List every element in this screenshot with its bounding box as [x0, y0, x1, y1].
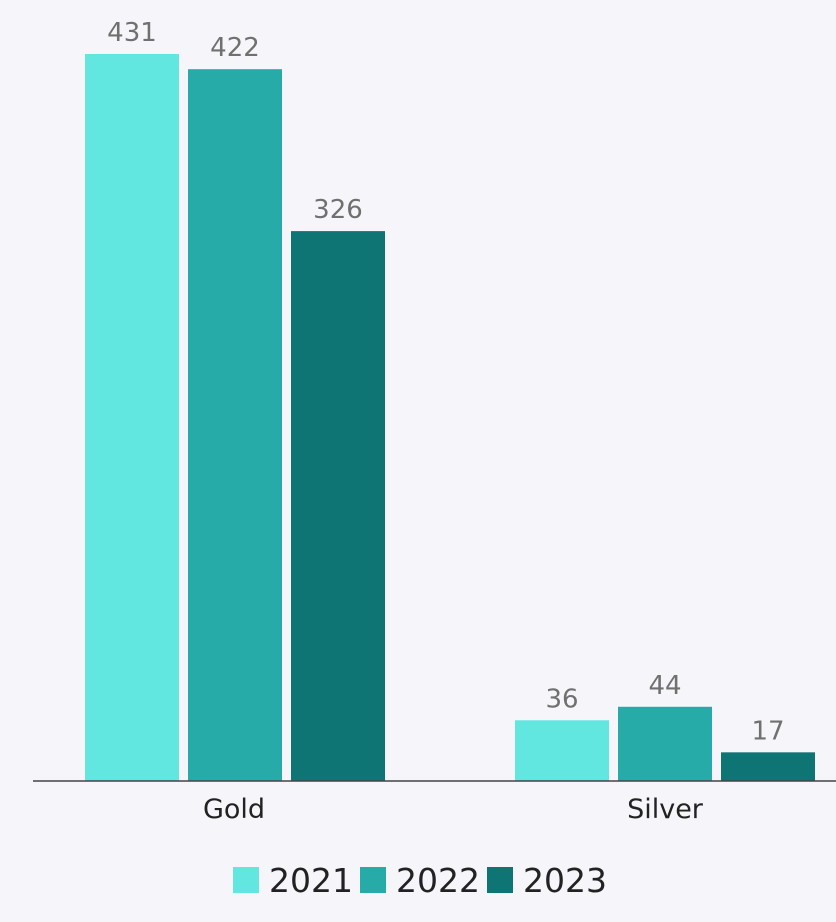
- category-label-silver: Silver: [627, 794, 704, 825]
- value-label-gold-2022: 422: [210, 33, 260, 63]
- bar-gold-2023: [291, 231, 385, 781]
- bar-gold-2021: [85, 54, 179, 781]
- bar-gold-2022: [188, 69, 282, 782]
- legend-item-2021: 2021: [233, 861, 353, 900]
- bars-group: [85, 54, 815, 782]
- bar-silver-2023: [721, 752, 815, 781]
- legend-label-2022: 2022: [396, 861, 480, 900]
- legend-swatch-2022: [360, 867, 386, 893]
- value-label-gold-2023: 326: [313, 195, 363, 225]
- legend-swatch-2023: [487, 867, 513, 893]
- category-labels-group: Gold Silver: [203, 794, 704, 825]
- value-label-silver-2023: 17: [751, 716, 784, 746]
- bar-silver-2022: [618, 706, 712, 781]
- legend-swatch-2021: [233, 867, 259, 893]
- legend-item-2022: 2022: [360, 861, 480, 900]
- legend-label-2021: 2021: [269, 861, 353, 900]
- legend-item-2023: 2023: [487, 861, 607, 900]
- category-label-gold: Gold: [203, 794, 265, 825]
- legend: 2021 2022 2023: [233, 861, 607, 900]
- value-label-silver-2022: 44: [648, 671, 681, 701]
- bar-silver-2021: [515, 720, 609, 781]
- value-label-gold-2021: 431: [107, 18, 157, 48]
- legend-label-2023: 2023: [523, 861, 607, 900]
- value-label-silver-2021: 36: [545, 684, 578, 714]
- value-labels-group: 431 422 326 36 44 17: [107, 18, 784, 746]
